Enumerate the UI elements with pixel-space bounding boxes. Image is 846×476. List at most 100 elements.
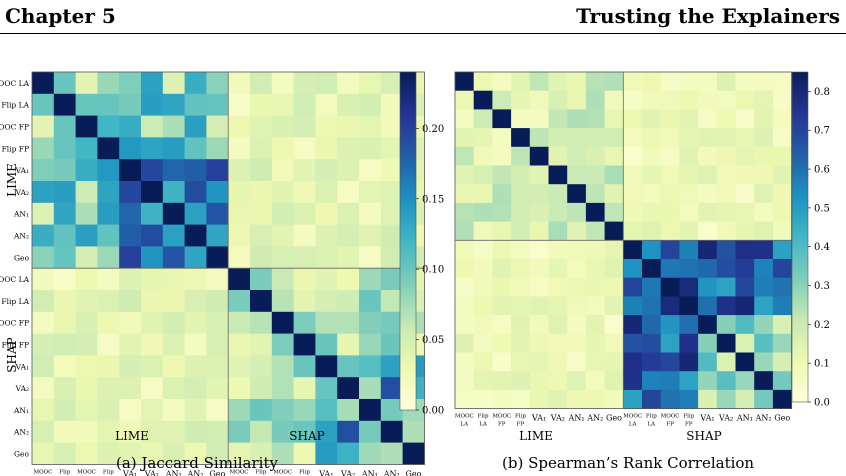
heatmap-cell xyxy=(473,352,493,372)
heatmap-cell xyxy=(359,420,382,443)
heatmap-cell xyxy=(585,128,605,148)
heatmap-cell xyxy=(119,159,142,182)
heatmap-cell xyxy=(337,72,360,95)
heatmap-cell xyxy=(754,333,774,353)
heatmap-cell xyxy=(271,159,294,182)
heatmap-cell xyxy=(511,72,531,92)
heatmap-cell xyxy=(206,311,229,334)
heatmap-cell xyxy=(754,146,774,166)
heatmap-cell xyxy=(359,159,382,182)
heatmap-cell xyxy=(250,290,273,313)
heatmap-cell xyxy=(642,352,662,372)
heatmap-cell xyxy=(642,128,662,148)
heatmap-cell xyxy=(119,268,142,291)
heatmap-cell xyxy=(660,389,680,409)
chapter-title: Trusting the Explainers xyxy=(576,4,840,28)
heatmap-cell xyxy=(604,90,624,110)
heatmap-cell xyxy=(184,333,207,356)
heatmap-cell xyxy=(53,224,76,247)
heatmap-cell xyxy=(162,137,185,160)
colorbar-tick-label: 0.00 xyxy=(422,406,444,417)
heatmap-cell xyxy=(698,315,718,335)
heatmap-cell xyxy=(660,202,680,222)
heatmap-cell xyxy=(529,184,549,204)
x-tick-label: Geo xyxy=(774,414,790,423)
heatmap-cell xyxy=(97,72,120,95)
heatmap-cell xyxy=(679,109,699,129)
heatmap-cell xyxy=(206,246,229,269)
heatmap-cell xyxy=(473,296,493,316)
heatmap-cell xyxy=(473,221,493,241)
heatmap-cell xyxy=(141,355,164,378)
heatmap-cell xyxy=(32,333,55,356)
heatmap-cell xyxy=(548,72,568,92)
heatmap-cell xyxy=(184,268,207,291)
heatmap-cell xyxy=(529,333,549,353)
heatmap-cell xyxy=(716,352,736,372)
colorbar-tick-label: 0.05 xyxy=(422,335,444,346)
x-tick-label: VA₂ xyxy=(340,469,355,476)
heatmap-cell xyxy=(473,240,493,260)
heatmap-cell xyxy=(162,420,185,443)
heatmap-cell xyxy=(642,315,662,335)
x-tick-label: Geo xyxy=(209,469,225,476)
heatmap-cell xyxy=(455,333,475,353)
heatmap-cell xyxy=(772,165,792,185)
x-tick-label: AN₁ xyxy=(165,469,182,476)
heatmap-cell xyxy=(75,181,98,204)
x-tick-label: FP xyxy=(498,422,506,428)
heatmap-cell xyxy=(772,72,792,92)
heatmap-cell xyxy=(250,333,273,356)
heatmap-cell xyxy=(529,90,549,110)
heatmap-cell xyxy=(754,389,774,409)
heatmap-cell xyxy=(604,315,624,335)
heatmap-cell xyxy=(250,159,273,182)
heatmap-cell xyxy=(141,93,164,116)
heatmap-cell xyxy=(473,389,493,409)
heatmap-cell xyxy=(716,109,736,129)
heatmap-cell xyxy=(32,290,55,313)
heatmap-cell xyxy=(250,115,273,138)
heatmap-cell xyxy=(75,355,98,378)
heatmap-cell xyxy=(184,181,207,204)
heatmap-cell xyxy=(141,72,164,95)
heatmap-cell xyxy=(402,420,425,443)
heatmap-cell xyxy=(604,72,624,92)
heatmap-cell xyxy=(548,109,568,129)
heatmap-cell xyxy=(529,221,549,241)
heatmap-cell xyxy=(359,442,382,465)
heatmap-cell xyxy=(271,377,294,400)
heatmap-cell xyxy=(642,72,662,92)
heatmap-cell xyxy=(97,246,120,269)
heatmap-cell xyxy=(97,93,120,116)
heatmap-cell xyxy=(772,240,792,260)
heatmap-cell xyxy=(337,224,360,247)
heatmap-cell xyxy=(380,224,403,247)
heatmap-cell xyxy=(53,420,76,443)
heatmap-cell xyxy=(754,109,774,129)
heatmap-cell xyxy=(529,277,549,297)
heatmap-cell xyxy=(184,246,207,269)
heatmap-cell xyxy=(32,224,55,247)
y-tick-label: Geo xyxy=(14,450,29,459)
heatmap-cell xyxy=(141,442,164,465)
heatmap-cell xyxy=(698,240,718,260)
heatmap-cell xyxy=(97,159,120,182)
heatmap-cell xyxy=(293,72,316,95)
heatmap-cell xyxy=(184,202,207,225)
x-tick-label: Geo xyxy=(606,414,622,423)
heatmap-cell xyxy=(293,420,316,443)
heatmap-cell xyxy=(492,315,512,335)
heatmap-cell xyxy=(585,109,605,129)
heatmap-cell xyxy=(32,442,55,465)
heatmap-cell xyxy=(271,72,294,95)
heatmap-cell xyxy=(315,72,338,95)
heatmap-cell xyxy=(604,333,624,353)
x-tick-label: LA xyxy=(629,422,638,428)
heatmap-cell xyxy=(698,296,718,316)
heatmap-cell xyxy=(679,277,699,297)
colorbar-tick-label: 0.3 xyxy=(814,281,830,292)
heatmap-cell xyxy=(271,355,294,378)
heatmap-cell xyxy=(735,90,755,110)
heatmap-cell xyxy=(228,377,251,400)
